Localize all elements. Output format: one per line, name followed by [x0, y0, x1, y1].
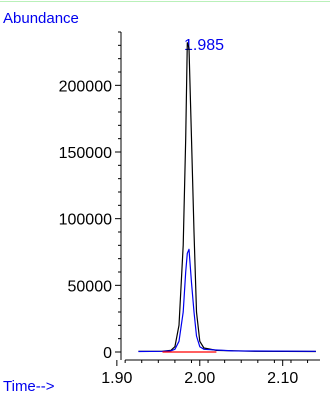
peak-label: 1.985 [184, 37, 224, 54]
x-axis-title: Time--> [3, 378, 55, 395]
y-axis-title: Abundance [3, 10, 79, 27]
series-line-1 [138, 42, 316, 353]
y-tick-label: 100000 [59, 212, 112, 229]
x-tick-label: 1.90 [101, 370, 132, 387]
x-tick-label: 2.10 [267, 370, 298, 387]
y-tick-label: 0 [103, 345, 112, 362]
y-tick-label: 150000 [59, 145, 112, 162]
axes-layer: 0 50000 100000 150000 200000 1.90 2.00 2.10 [59, 31, 320, 387]
series-line-2 [138, 248, 316, 353]
y-tick-label: 50000 [68, 278, 113, 295]
series-layer [138, 42, 316, 353]
x-tick-label: 2.00 [184, 370, 215, 387]
y-tick-label: 200000 [59, 78, 112, 95]
